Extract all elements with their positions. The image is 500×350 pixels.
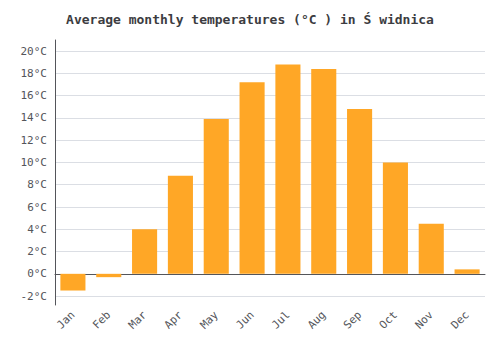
svg-text:8°C: 8°C [27,178,47,191]
svg-text:Average monthly temperatures (: Average monthly temperatures (°C ) in Ś … [66,12,434,27]
svg-text:Feb: Feb [90,308,113,331]
svg-text:Oct: Oct [377,308,400,331]
svg-text:6°C: 6°C [27,201,47,214]
svg-text:Aug: Aug [305,308,328,331]
svg-text:2°C: 2°C [27,245,47,258]
svg-text:14°C: 14°C [21,111,48,124]
svg-text:Jun: Jun [233,308,256,331]
svg-text:Sep: Sep [341,308,364,331]
svg-text:10°C: 10°C [21,156,48,169]
svg-text:20°C: 20°C [21,45,48,58]
svg-text:Jan: Jan [54,308,77,331]
svg-text:Mar: Mar [126,308,149,331]
svg-text:May: May [198,308,221,331]
svg-text:12°C: 12°C [21,134,48,147]
svg-text:Dec: Dec [448,308,471,331]
svg-text:-2°C: -2°C [21,290,48,303]
svg-text:Jul: Jul [269,308,292,331]
svg-text:Nov: Nov [413,308,436,331]
svg-text:Apr: Apr [162,308,185,331]
svg-text:4°C: 4°C [27,223,47,236]
svg-text:18°C: 18°C [21,67,48,80]
svg-text:0°C: 0°C [27,267,47,280]
svg-text:16°C: 16°C [21,89,48,102]
